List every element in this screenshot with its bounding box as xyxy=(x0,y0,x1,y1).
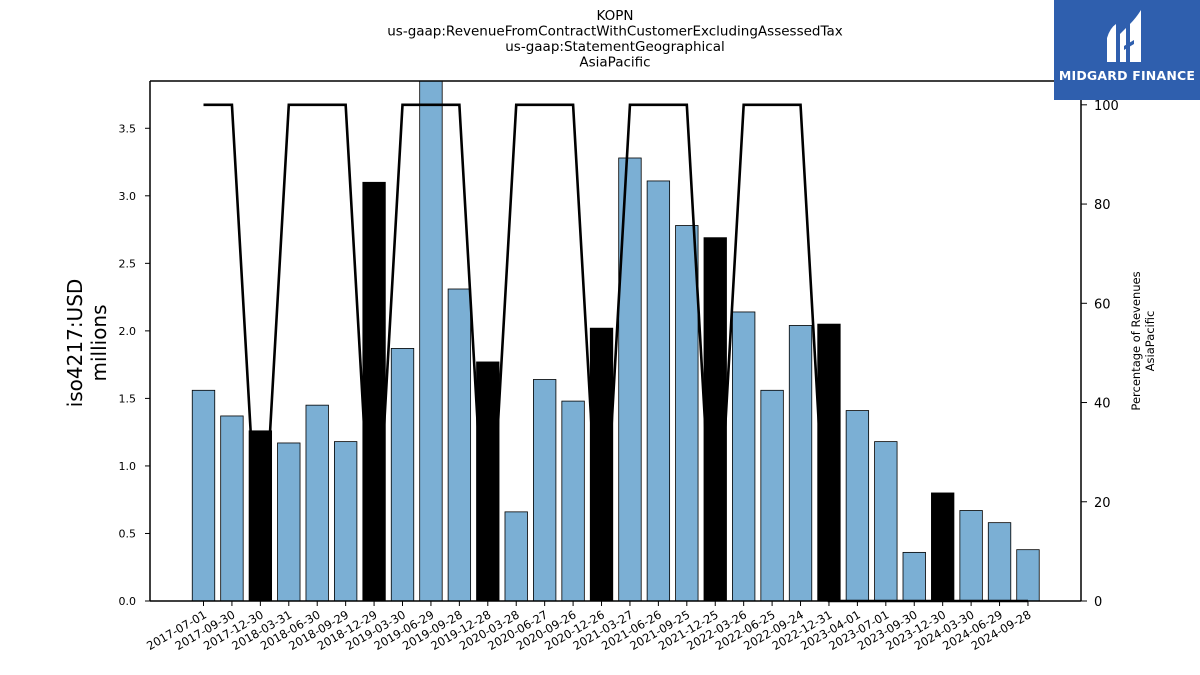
y2-tick-label: 40 xyxy=(1094,397,1111,412)
y-tick-label: 0.5 xyxy=(119,527,137,540)
y2-axis-label-text: Percentage of RevenuesAsiaPacific xyxy=(1129,271,1157,410)
bar xyxy=(987,522,1012,601)
bar xyxy=(191,389,216,601)
y-axis-label: iso4217:USDmillions xyxy=(63,279,111,408)
bar xyxy=(305,404,329,601)
bar xyxy=(561,400,585,601)
y-axis-label-text: iso4217:USDmillions xyxy=(63,279,111,408)
bar xyxy=(874,441,898,601)
y2-axis-ticks: 0 20 40 60 80 100 xyxy=(1081,99,1119,610)
bar xyxy=(845,410,870,601)
y2-tick-label: 60 xyxy=(1094,297,1111,312)
bar-annual xyxy=(476,361,500,601)
bar xyxy=(447,288,472,601)
chart-title: KOPNus-gaap:RevenueFromContractWithCusto… xyxy=(387,8,843,71)
y-axis-ticks: 0.0 0.5 1.0 1.5 2.0 2.5 3.0 3.5 xyxy=(119,122,150,608)
y-tick-label: 1.0 xyxy=(119,460,137,473)
y2-tick-label: 0 xyxy=(1094,595,1102,610)
bar-annual xyxy=(931,492,955,601)
bar-annual xyxy=(817,323,841,601)
logo-mark-icon xyxy=(1107,10,1141,62)
bar-annual xyxy=(589,327,614,601)
y2-tick-label: 100 xyxy=(1094,99,1119,114)
bar xyxy=(902,551,926,601)
bar xyxy=(504,511,528,601)
bar-annual xyxy=(703,237,727,601)
bar xyxy=(760,389,784,601)
y2-axis-label: Percentage of RevenuesAsiaPacific xyxy=(1129,271,1157,410)
bar xyxy=(959,510,983,601)
title-line: us-gaap:RevenueFromContractWithCustomerE… xyxy=(387,24,843,40)
y-tick-label: 3.0 xyxy=(119,190,137,203)
y-tick-label: 2.5 xyxy=(119,257,137,270)
bar xyxy=(618,157,642,601)
bar xyxy=(277,442,301,601)
bar xyxy=(220,415,244,601)
y2-tick-label: 80 xyxy=(1094,198,1111,213)
bar xyxy=(533,379,557,601)
axes xyxy=(149,80,1082,602)
bar xyxy=(732,311,756,601)
title-line: us-gaap:StatementGeographical xyxy=(505,39,724,55)
bar xyxy=(646,180,671,601)
bar xyxy=(390,348,415,601)
bar-annual xyxy=(248,430,273,601)
bar xyxy=(419,81,443,601)
y-tick-label: 1.5 xyxy=(119,392,137,405)
bar xyxy=(333,441,358,601)
y-tick-label: 2.0 xyxy=(119,325,137,338)
brand-name: MIDGARD FINANCE xyxy=(1058,68,1196,83)
y2-tick-label: 20 xyxy=(1094,496,1111,511)
bar xyxy=(1016,549,1040,601)
bar-annual xyxy=(362,181,386,601)
y-tick-label: 3.5 xyxy=(119,122,137,135)
bars xyxy=(191,81,1040,601)
y-tick-label: 0.0 xyxy=(119,595,137,608)
brand-logo: MIDGARD FINANCE xyxy=(1054,0,1200,100)
title-line: AsiaPacific xyxy=(579,55,650,71)
x-axis-ticks: 2017-07-012017-09-302017-12-302018-03-31… xyxy=(144,601,1033,653)
bar xyxy=(675,225,699,601)
title-line: KOPN xyxy=(597,8,634,24)
bar xyxy=(788,325,813,601)
